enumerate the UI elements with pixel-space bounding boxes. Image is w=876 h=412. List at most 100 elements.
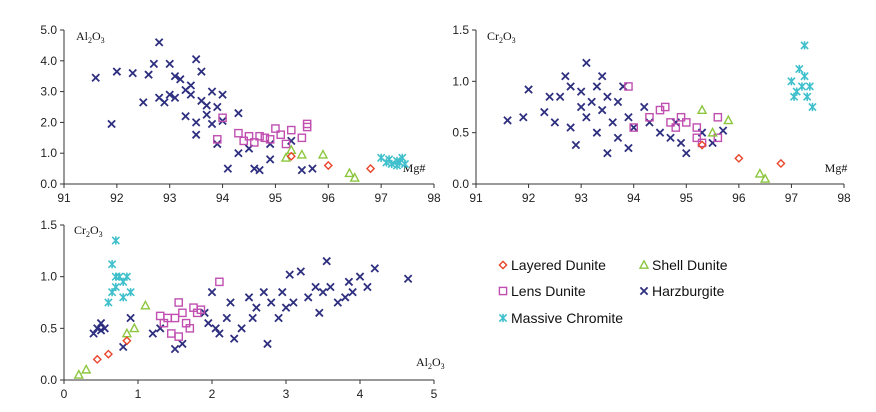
point-harz bbox=[100, 324, 109, 333]
point-harz bbox=[639, 102, 649, 112]
y-ticks: 0.0 1.0 2.0 3.0 4.0 5.0 bbox=[40, 23, 64, 191]
point-lens bbox=[671, 123, 681, 132]
point-harz bbox=[202, 110, 211, 119]
point-layered bbox=[92, 354, 102, 364]
point-lens bbox=[624, 82, 633, 91]
point-lens bbox=[676, 112, 686, 122]
point-harz bbox=[718, 126, 728, 135]
point-harz bbox=[624, 143, 633, 153]
point-lens bbox=[713, 112, 723, 122]
point-harz bbox=[154, 38, 164, 47]
y-ticks: 0.0 0.5 1.0 1.5 bbox=[40, 218, 64, 387]
point-lens bbox=[185, 324, 195, 333]
point-harz bbox=[708, 138, 717, 148]
point-layered bbox=[734, 153, 744, 163]
point-harz bbox=[576, 102, 586, 112]
point-harz bbox=[545, 92, 554, 101]
point-harz bbox=[297, 165, 307, 175]
x-tick-label: 95 bbox=[269, 191, 283, 205]
point-shell bbox=[349, 172, 360, 182]
point-harz bbox=[148, 329, 158, 338]
point-shell bbox=[81, 363, 92, 374]
point-shell bbox=[73, 369, 84, 379]
point-lens bbox=[660, 102, 670, 112]
point-chromite bbox=[795, 64, 804, 74]
x-tick-label: 94 bbox=[627, 191, 641, 205]
x-tick-label: 3 bbox=[283, 387, 290, 401]
y-axis-label: Cr2O3 bbox=[74, 223, 103, 239]
point-harz bbox=[204, 318, 213, 328]
x-tick-label: 94 bbox=[216, 191, 230, 205]
point-lens bbox=[265, 135, 275, 144]
y-tick-label: 0.5 bbox=[452, 126, 469, 140]
point-harz bbox=[144, 70, 153, 79]
point-harz bbox=[582, 58, 591, 68]
point-harz bbox=[165, 90, 174, 99]
point-lens bbox=[170, 313, 180, 323]
point-harz bbox=[191, 130, 201, 139]
point-harz bbox=[170, 93, 180, 102]
x-ticks: 91 92 93 94 95 96 97 98 bbox=[469, 184, 851, 205]
x-tick-label: 91 bbox=[469, 191, 483, 205]
point-layered bbox=[365, 164, 376, 174]
y-tick-label: 2.0 bbox=[40, 115, 57, 129]
data-points bbox=[73, 236, 413, 379]
legend-marker-lens bbox=[498, 286, 508, 296]
point-harz bbox=[655, 128, 665, 137]
point-harz bbox=[697, 128, 707, 137]
point-lens bbox=[281, 139, 291, 149]
point-harz bbox=[252, 303, 261, 312]
point-harz bbox=[207, 119, 217, 129]
point-harz bbox=[340, 293, 350, 302]
point-harz bbox=[540, 107, 549, 117]
legend-marker-chromite bbox=[498, 313, 508, 323]
y-ticks: 0.0 0.5 1.0 1.5 bbox=[452, 23, 476, 191]
y-tick-label: 0.0 bbox=[40, 373, 57, 387]
point-harz bbox=[197, 67, 206, 76]
point-harz bbox=[597, 71, 607, 81]
point-layered bbox=[286, 151, 296, 161]
point-harz bbox=[322, 256, 331, 266]
x-tick-label: 0 bbox=[61, 387, 68, 401]
point-lens bbox=[286, 125, 296, 135]
point-harz bbox=[128, 68, 137, 78]
point-harz bbox=[274, 313, 283, 323]
point-harz bbox=[278, 287, 287, 297]
point-harz bbox=[118, 342, 128, 352]
point-harz bbox=[550, 118, 560, 127]
legend-marker-shell bbox=[638, 259, 650, 269]
point-harz bbox=[603, 92, 612, 101]
panel-cr2o3-vs-mg: Cr2O3 Mg# 91 92 93 94 95 96 97 98 0.0 0.5 1.0 1.5 bbox=[452, 23, 851, 205]
x-tick-label: 1 bbox=[135, 387, 142, 401]
point-harz bbox=[186, 90, 196, 99]
data-points bbox=[503, 41, 817, 183]
legend-label-harz: Harzburgite bbox=[652, 283, 725, 299]
point-chromite bbox=[805, 82, 814, 91]
point-lens bbox=[234, 128, 243, 138]
point-harz bbox=[126, 313, 135, 323]
data-points bbox=[91, 38, 410, 182]
point-layered bbox=[697, 140, 707, 150]
point-harz bbox=[237, 324, 246, 333]
x-tick-label: 93 bbox=[163, 191, 177, 205]
point-harz bbox=[207, 87, 217, 96]
y-tick-label: 4.0 bbox=[40, 54, 57, 68]
point-harz bbox=[618, 82, 628, 91]
point-harz bbox=[213, 102, 222, 112]
point-lens bbox=[215, 277, 224, 287]
point-harz bbox=[165, 59, 174, 69]
point-harz bbox=[676, 138, 686, 148]
point-lens bbox=[629, 123, 639, 132]
x-tick-label: 4 bbox=[357, 387, 364, 401]
point-harz bbox=[613, 97, 623, 107]
point-lens bbox=[249, 138, 259, 147]
y-tick-label: 1.0 bbox=[40, 270, 57, 284]
point-harz bbox=[176, 75, 185, 84]
point-shell bbox=[296, 149, 308, 159]
y-axis-label: Al2O3 bbox=[76, 29, 105, 45]
point-harz bbox=[244, 293, 254, 302]
point-harz bbox=[613, 133, 623, 143]
legend-label-layered: Layered Dunite bbox=[511, 257, 606, 273]
point-shell bbox=[723, 114, 734, 125]
